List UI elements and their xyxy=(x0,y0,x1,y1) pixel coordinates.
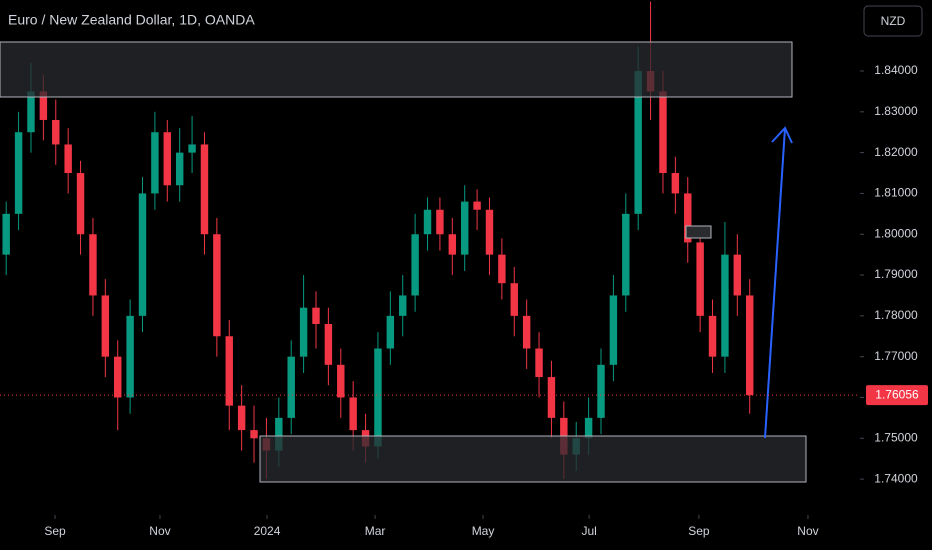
y-tick-label: 1.75000 xyxy=(874,430,918,444)
candle-body xyxy=(275,417,283,451)
candle-body xyxy=(671,173,680,194)
candle-body xyxy=(151,132,159,194)
candle-body xyxy=(225,336,233,406)
candle-body xyxy=(200,144,209,235)
x-tick-label: Nov xyxy=(797,524,818,538)
candle-body xyxy=(213,234,221,337)
candle-body xyxy=(312,307,320,325)
y-tick-label: 1.82000 xyxy=(874,145,918,159)
x-tick-label: Jul xyxy=(581,524,596,538)
currency-label[interactable]: NZD xyxy=(881,14,906,28)
candle-body xyxy=(349,397,357,431)
candle-body xyxy=(114,356,122,398)
candle-body xyxy=(708,315,717,357)
chart-title: Euro / New Zealand Dollar, 1D, OANDA xyxy=(8,12,255,28)
support-zone xyxy=(259,435,807,483)
candle-body xyxy=(324,324,333,365)
candle-body xyxy=(138,193,147,316)
candle-body xyxy=(597,364,605,418)
candle-body xyxy=(126,315,134,398)
x-tick-label: Mar xyxy=(365,524,386,538)
candle-body xyxy=(485,209,494,255)
y-tick-label: 1.77000 xyxy=(874,349,918,363)
candle-body xyxy=(696,242,704,316)
candle-body xyxy=(411,234,419,296)
candle-body xyxy=(188,144,196,153)
arrow-head xyxy=(771,126,793,144)
candle-body xyxy=(163,132,172,186)
candle-body xyxy=(374,348,382,447)
candle-body xyxy=(101,295,110,357)
y-tick-label: 1.83000 xyxy=(874,104,918,118)
small-zone xyxy=(685,225,712,239)
y-tick-label: 1.79000 xyxy=(874,267,918,281)
candle-body xyxy=(547,377,556,418)
x-tick-label: May xyxy=(472,524,495,538)
y-tick-label: 1.80000 xyxy=(874,226,918,240)
candle-body xyxy=(386,315,395,349)
resistance-zone xyxy=(0,41,793,98)
candle-body xyxy=(299,307,308,357)
candle-body xyxy=(535,348,543,378)
candle-body xyxy=(27,91,35,133)
currency-button[interactable] xyxy=(863,5,923,37)
y-tick-label: 1.74000 xyxy=(874,471,918,485)
candle-body xyxy=(89,234,97,296)
y-tick-label: 1.81000 xyxy=(874,186,918,200)
candle-body xyxy=(52,119,60,145)
candle-body xyxy=(745,295,754,396)
candle-body xyxy=(510,283,518,316)
x-tick-label: Sep xyxy=(44,524,66,538)
candle-body xyxy=(64,144,72,174)
x-tick-label: 2024 xyxy=(254,524,281,538)
candle-body xyxy=(721,254,729,357)
candle-body xyxy=(237,405,246,431)
candle-body xyxy=(584,417,593,439)
candle-body xyxy=(14,132,23,214)
plot-area xyxy=(2,1,864,519)
candle-body xyxy=(250,430,258,439)
candle-body xyxy=(448,234,457,255)
candle-body xyxy=(498,254,506,284)
candle-body xyxy=(337,364,345,398)
candle-body xyxy=(659,91,667,174)
x-tick-label: Sep xyxy=(688,524,710,538)
candle-body xyxy=(733,254,742,296)
candle-body xyxy=(609,295,618,365)
candle-body xyxy=(522,315,531,349)
y-tick-label: 1.84000 xyxy=(874,63,918,77)
last-price-label: 1.76056 xyxy=(875,387,919,401)
candle-body xyxy=(634,71,642,214)
candle-body xyxy=(473,201,481,210)
projection-arrow xyxy=(764,127,786,439)
candle-body xyxy=(39,91,48,120)
candle-body xyxy=(287,356,295,418)
candle-body xyxy=(423,209,432,235)
y-tick-label: 1.78000 xyxy=(874,308,918,322)
x-tick-label: Nov xyxy=(149,524,170,538)
last-price-box xyxy=(866,385,928,406)
candle-body xyxy=(76,173,85,235)
candle-body xyxy=(399,295,407,316)
candle-body xyxy=(175,152,184,186)
candle-body xyxy=(460,201,469,255)
candle-body xyxy=(436,209,444,235)
candle-body xyxy=(684,193,692,243)
candle-body xyxy=(2,213,10,255)
candle-body xyxy=(622,213,630,296)
